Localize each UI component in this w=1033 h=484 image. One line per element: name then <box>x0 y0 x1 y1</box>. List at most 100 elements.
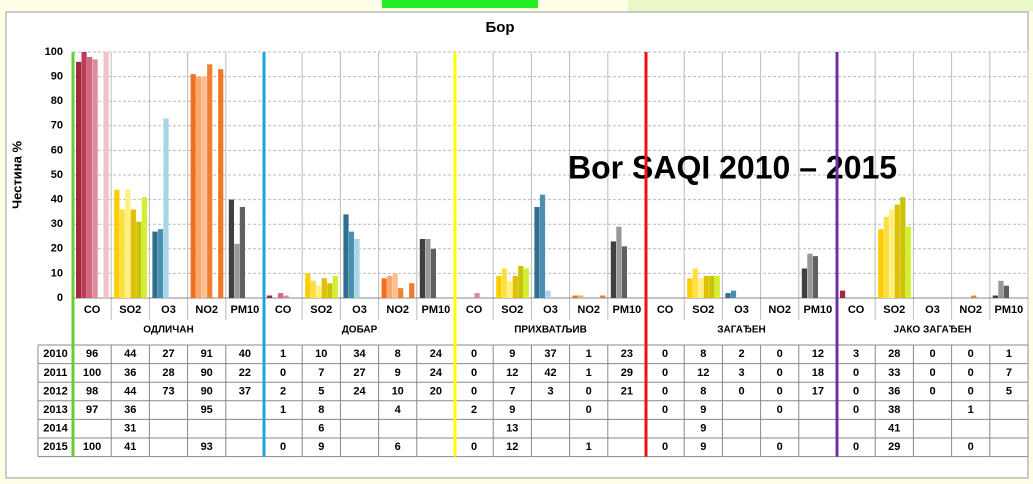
table-cell: 10 <box>392 385 404 397</box>
bar <box>381 278 387 298</box>
y-tick-label: 10 <box>51 267 63 279</box>
bar <box>321 278 327 298</box>
x-tick-label: PM10 <box>613 304 642 316</box>
x-tick-label: NO2 <box>195 304 218 316</box>
bar <box>343 214 349 298</box>
table-cell: 0 <box>929 348 935 360</box>
table-cell: 27 <box>353 367 365 379</box>
bar <box>539 194 546 298</box>
table-cell: 96 <box>86 348 98 360</box>
table-cell: 24 <box>430 367 443 379</box>
x-tick-label: SO2 <box>883 304 905 316</box>
header-strip <box>628 0 1033 12</box>
table-cell: 100 <box>83 441 101 453</box>
bar <box>900 197 906 298</box>
bar <box>600 295 606 298</box>
table-cell: 1 <box>1006 348 1012 360</box>
chart-title: Бор <box>485 19 514 36</box>
bar <box>130 209 136 298</box>
bar <box>278 293 284 298</box>
table-cell: 36 <box>888 385 900 397</box>
x-tick-label: O3 <box>734 304 749 316</box>
table-cell: 41 <box>124 441 136 453</box>
bar <box>76 61 82 299</box>
x-tick-label: NO2 <box>959 304 982 316</box>
bar <box>998 280 1004 298</box>
bar <box>698 278 704 298</box>
table-cell: 8 <box>700 385 706 397</box>
table-cell: 4 <box>395 404 402 416</box>
table-cell: 9 <box>700 404 706 416</box>
bar <box>141 197 147 298</box>
x-tick-label: NO2 <box>768 304 791 316</box>
table-cell: 3 <box>547 385 553 397</box>
bar <box>387 275 393 298</box>
table-cell: 0 <box>662 404 668 416</box>
table-cell: 33 <box>888 367 900 379</box>
bar <box>163 118 169 298</box>
table-cell: 34 <box>353 348 366 360</box>
bar <box>496 275 502 298</box>
table-cell: 0 <box>929 367 935 379</box>
row-header: 2010 <box>43 348 67 360</box>
table-cell: 93 <box>201 441 213 453</box>
bar <box>621 246 627 298</box>
x-tick-label: PM10 <box>995 304 1024 316</box>
table-cell: 8 <box>700 348 706 360</box>
bar <box>878 229 884 298</box>
bar <box>354 238 360 298</box>
row-header: 2015 <box>43 441 67 453</box>
bar <box>430 248 436 298</box>
table-cell: 28 <box>888 348 900 360</box>
table-cell: 6 <box>318 423 324 435</box>
table-cell: 9 <box>509 404 515 416</box>
x-tick-label: O3 <box>352 304 367 316</box>
table-cell: 13 <box>506 423 518 435</box>
x-tick-label: CO <box>466 304 483 316</box>
group-label: ЈАКО ЗАГАЂЕН <box>894 325 972 336</box>
annotation: Bor SAQI 2010 – 2015 <box>568 149 897 185</box>
table-cell: 5 <box>1006 385 1012 397</box>
table-cell: 0 <box>586 385 592 397</box>
bar <box>283 295 289 298</box>
row-header: 2014 <box>43 423 68 435</box>
table-cell: 95 <box>201 404 213 416</box>
bar <box>725 293 731 298</box>
x-tick-label: CO <box>657 304 674 316</box>
table-cell: 0 <box>471 367 477 379</box>
bar <box>190 74 196 298</box>
table-cell: 1 <box>586 441 592 453</box>
table-cell: 90 <box>201 385 213 397</box>
x-tick-label: SO2 <box>119 304 141 316</box>
table-cell: 0 <box>280 367 286 379</box>
group-label: ЗАГАЂЕН <box>717 325 766 336</box>
table-cell: 29 <box>621 367 633 379</box>
table-cell: 37 <box>239 385 251 397</box>
y-tick-label: 80 <box>51 95 63 107</box>
y-axis-label: Честина % <box>9 141 24 209</box>
row-header: 2013 <box>43 404 67 416</box>
bar <box>807 253 813 298</box>
table-cell: 100 <box>83 367 101 379</box>
bar <box>136 221 142 298</box>
bar <box>92 59 98 298</box>
x-tick-label: SO2 <box>501 304 523 316</box>
table-cell: 0 <box>471 441 477 453</box>
bar <box>267 295 273 298</box>
bar <box>992 295 998 298</box>
table-cell: 42 <box>544 367 556 379</box>
bar <box>316 285 322 298</box>
table-cell: 9 <box>318 441 324 453</box>
bar <box>119 209 125 298</box>
x-tick-label: O3 <box>543 304 558 316</box>
table-cell: 38 <box>888 404 900 416</box>
bar <box>239 206 245 298</box>
table-cell: 0 <box>968 385 974 397</box>
row-header: 2012 <box>43 385 67 397</box>
table-cell: 3 <box>853 348 859 360</box>
bar <box>971 295 977 298</box>
table-cell: 9 <box>509 348 515 360</box>
table-cell: 0 <box>968 367 974 379</box>
x-tick-label: O3 <box>925 304 940 316</box>
